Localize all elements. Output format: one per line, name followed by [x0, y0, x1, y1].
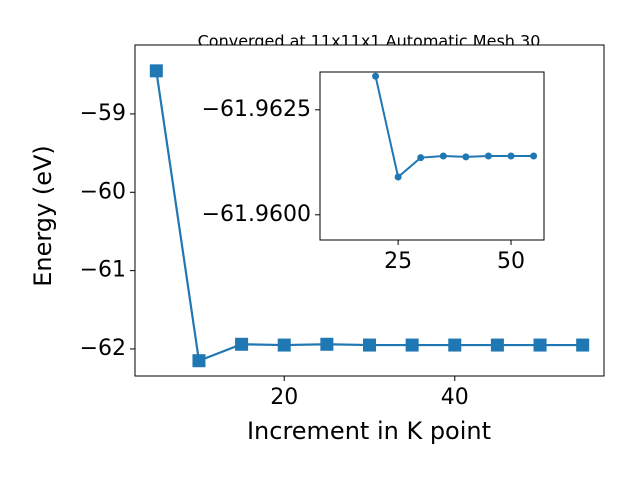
marker [576, 338, 590, 352]
marker [277, 338, 291, 352]
marker [363, 338, 376, 352]
marker [417, 154, 425, 162]
y-tick-label: −61.9625 [202, 97, 311, 122]
x-tick-label: 40 [441, 385, 469, 410]
marker [530, 152, 538, 160]
axes-frame [134, 44, 605, 377]
marker [439, 152, 447, 160]
marker [484, 152, 492, 160]
x-tick-label: 20 [270, 385, 298, 410]
y-tick-label: −61 [80, 258, 126, 283]
y-tick-label: −61.9600 [202, 202, 311, 227]
y-tick-label: −59 [80, 101, 126, 126]
axes-frame [319, 71, 545, 241]
y-tick-label: −60 [80, 179, 126, 204]
marker [192, 354, 206, 368]
series-line [374, 75, 534, 179]
marker [394, 173, 402, 181]
marker [405, 338, 419, 352]
marker [235, 337, 249, 351]
x-tick-label: 25 [384, 249, 412, 274]
marker [320, 337, 334, 351]
x-axis-label: Increment in K point [247, 417, 491, 445]
marker [448, 338, 462, 352]
marker [462, 153, 470, 161]
marker [507, 152, 515, 160]
marker [533, 338, 547, 352]
marker [372, 72, 380, 80]
marker [490, 338, 504, 352]
x-tick-label: 50 [497, 249, 525, 274]
y-tick-label: −62 [80, 336, 126, 361]
marker [149, 64, 163, 78]
y-axis-label: Energy (eV) [29, 145, 57, 287]
